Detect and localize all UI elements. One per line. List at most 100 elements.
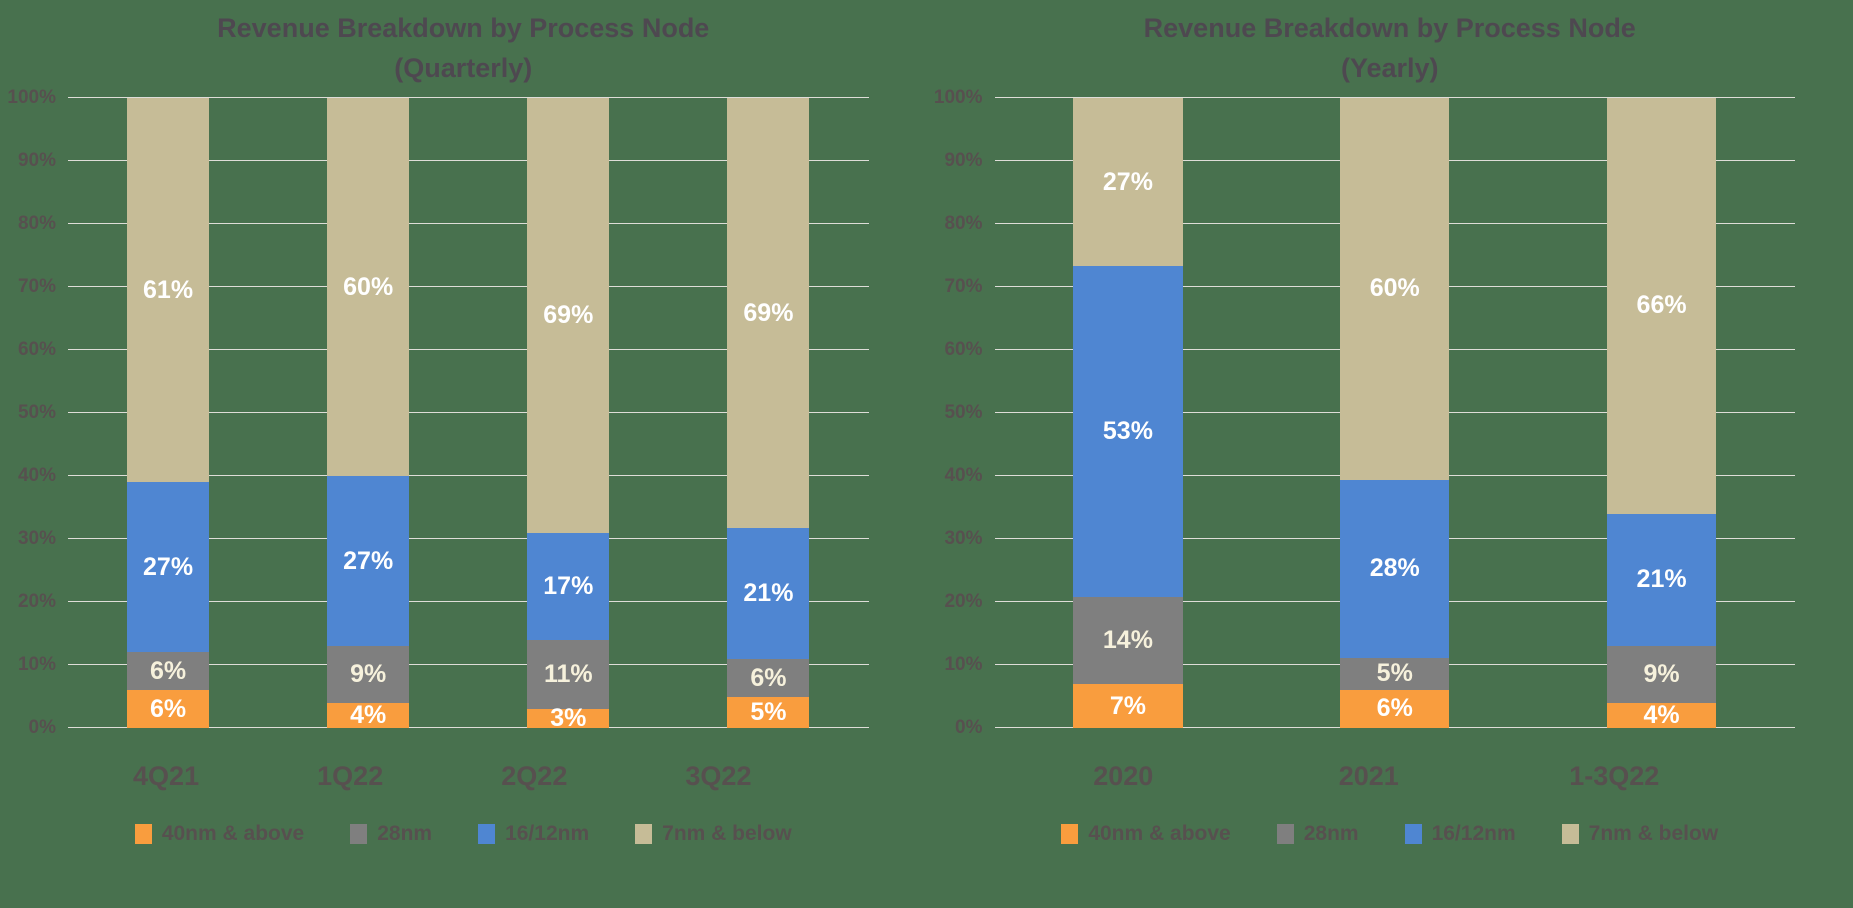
chart-title-yearly: Revenue Breakdown by Process Node (Yearly… <box>927 8 1853 98</box>
data-label: 60% <box>1369 274 1420 303</box>
segment-28nm: 9% <box>1606 646 1717 703</box>
data-label: 21% <box>1636 565 1687 594</box>
bar-2021: 6% 5% 28% 60% <box>1340 98 1450 728</box>
segment-40nm & above: 6% <box>127 690 210 728</box>
gridline <box>68 160 869 161</box>
bar-2020: 7% 14% 53% 27% <box>1073 98 1183 728</box>
segment-40nm & above: 3% <box>527 704 610 733</box>
legend-label: 7nm & below <box>1588 822 1719 845</box>
x-axis-spacer <box>12 728 74 802</box>
gridline <box>68 664 869 665</box>
segment-28nm: 6% <box>127 652 210 691</box>
legend-swatch-icon <box>1061 824 1079 844</box>
y-tick-label: 60% <box>944 339 983 360</box>
segment-16/12nm: 28% <box>1340 479 1450 659</box>
segment-7nm & below: 27% <box>1073 98 1183 267</box>
y-tick-label: 30% <box>944 528 983 549</box>
data-label: 69% <box>543 300 594 329</box>
data-label: 6% <box>149 656 187 685</box>
legend-swatch-icon <box>1561 824 1579 844</box>
legend-item-40nm & above: 40nm & above <box>134 822 305 846</box>
y-tick-label: 10% <box>17 654 56 675</box>
data-label: 6% <box>750 663 787 692</box>
bar-slot: 3% 11% 17% 69% <box>468 98 668 733</box>
legend-swatch-icon <box>635 824 653 844</box>
legend: 40nm & above 28nm 16/12nm 7nm & below <box>0 814 927 854</box>
y-tick-label: 0% <box>955 717 983 738</box>
x-label-2020: 2020 <box>1093 760 1154 791</box>
data-label: 61% <box>143 275 194 304</box>
x-axis: 4Q21 1Q22 2Q22 3Q22 <box>74 728 811 802</box>
data-label: 69% <box>743 298 794 327</box>
gridline <box>68 286 869 287</box>
segment-16/12nm: 27% <box>127 482 210 653</box>
bar-1Q22: 4% 9% 27% 60% <box>327 98 410 729</box>
data-label: 9% <box>350 659 387 688</box>
segment-7nm & below: 69% <box>527 98 610 533</box>
segment-7nm & below: 60% <box>1340 98 1450 480</box>
y-tick-label: 50% <box>944 402 983 423</box>
chart-quarterly: Revenue Breakdown by Process Node (Quarte… <box>0 13 927 854</box>
legend-label: 7nm & below <box>662 822 792 845</box>
segment-28nm: 9% <box>327 646 410 703</box>
segment-40nm & above: 6% <box>1340 689 1450 728</box>
data-label: 27% <box>343 546 394 575</box>
segment-16/12nm: 21% <box>1606 513 1717 647</box>
bar-slot: 7% 14% 53% 27% <box>995 98 1262 728</box>
y-axis: 0% 10% 20% 30% 40% 50% 60% 70% 80% 90% 100% <box>933 87 995 738</box>
bar-4Q21: 6% 6% 27% 61% <box>127 98 210 728</box>
gridline <box>68 412 869 413</box>
data-label: 27% <box>143 552 194 581</box>
data-label: 27% <box>1102 167 1153 196</box>
data-label: 4% <box>350 700 387 729</box>
segment-40nm & above: 7% <box>1073 684 1183 728</box>
y-tick-label: 80% <box>944 213 983 234</box>
y-tick-label: 40% <box>944 465 983 486</box>
legend-label: 28nm <box>1303 822 1359 845</box>
bars-container: 7% 14% 53% 27% 6% 5% 28% 60% 4% 9% 21% 66% <box>995 98 1796 728</box>
legend-label: 40nm & above <box>1088 822 1231 845</box>
y-tick-label: 90% <box>944 150 983 171</box>
legend-item-40nm & above: 40nm & above <box>1061 822 1231 846</box>
segment-7nm & below: 66% <box>1606 98 1717 514</box>
x-label-4Q21: 4Q21 <box>133 760 200 791</box>
legend-swatch-icon <box>1276 824 1294 844</box>
y-tick-label: 20% <box>17 591 56 612</box>
data-label: 21% <box>743 579 794 608</box>
legend-label: 40nm & above <box>161 822 305 845</box>
segment-16/12nm: 27% <box>327 476 410 647</box>
y-tick-label: 80% <box>17 213 56 234</box>
data-label: 53% <box>1102 417 1153 446</box>
bar-2Q22: 3% 11% 17% 69% <box>527 98 610 733</box>
plot-area: 7% 14% 53% 27% 6% 5% 28% 60% 4% 9% 21% 66% <box>994 97 1796 728</box>
y-axis: 0% 10% 20% 30% 40% 50% 60% 70% 80% 90% 100% <box>6 87 68 738</box>
gridline <box>68 223 869 224</box>
legend-item-7nm & below: 7nm & below <box>635 822 792 846</box>
legend-swatch-icon <box>134 824 152 844</box>
bar-slot: 5% 6% 21% 69% <box>668 98 868 728</box>
y-tick-label: 40% <box>17 465 56 486</box>
y-tick-label: 100% <box>933 87 983 108</box>
segment-28nm: 11% <box>527 639 610 710</box>
bar-slot: 4% 9% 27% 60% <box>268 98 468 728</box>
chart-title-line2: (Yearly) <box>1340 53 1439 83</box>
segment-28nm: 14% <box>1073 597 1183 685</box>
segment-16/12nm: 53% <box>1073 266 1183 598</box>
gridline <box>68 538 869 539</box>
segment-16/12nm: 17% <box>527 532 610 640</box>
legend-label: 16/12nm <box>1431 822 1516 845</box>
bar-slot: 6% 5% 28% 60% <box>1261 98 1528 728</box>
data-label: 3% <box>550 704 587 733</box>
segment-28nm: 5% <box>1340 658 1450 690</box>
chart-title-line1: Revenue Breakdown by Process Node <box>217 13 710 43</box>
x-axis-spacer <box>939 728 1001 802</box>
y-tick-label: 0% <box>28 717 56 738</box>
x-label-3Q22: 3Q22 <box>685 760 752 791</box>
data-label: 66% <box>1636 291 1687 320</box>
bar-3Q22: 5% 6% 21% 69% <box>727 98 810 728</box>
legend-item-7nm & below: 7nm & below <box>1561 822 1719 846</box>
legend-swatch-icon <box>350 824 368 844</box>
data-label: 7% <box>1109 691 1146 720</box>
legend-swatch-icon <box>1404 824 1422 844</box>
